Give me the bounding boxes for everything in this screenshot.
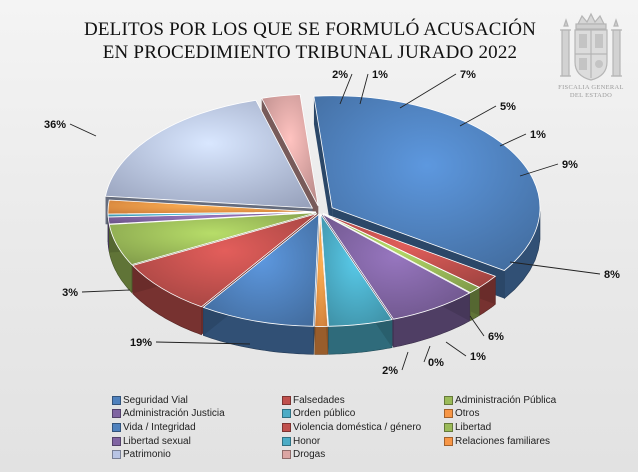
pie-slice-11[interactable] — [107, 199, 317, 215]
data-label-0: 36% — [44, 119, 66, 131]
legend-item-7: Violencia doméstica / género — [282, 421, 444, 434]
legend-label-7: Violencia doméstica / género — [293, 421, 422, 433]
legend-item-13: Drogas — [282, 448, 444, 461]
legend-item-2: Administración Pública — [444, 394, 612, 407]
legend-swatch-10 — [282, 436, 291, 446]
legend-swatch-0 — [112, 395, 121, 405]
legend-label-4: Orden público — [293, 408, 356, 420]
legend-item-6: Vida / Integridad — [112, 421, 282, 434]
legend-swatch-4 — [282, 409, 291, 419]
legend-swatch-2 — [444, 395, 453, 405]
legend-swatch-1 — [282, 395, 291, 405]
chart-title-line-2: EN PROCEDIMIENTO TRIBUNAL JURADO 2022 — [102, 42, 518, 63]
pie-slice-7[interactable] — [131, 213, 318, 308]
leader-line-9 — [445, 341, 467, 357]
coat-of-arms-icon — [560, 12, 622, 81]
legend-item-12: Patrimonio — [112, 448, 282, 461]
legend-swatch-5 — [444, 409, 453, 419]
legend-swatch-7 — [282, 422, 291, 432]
legend-label-1: Falsedades — [293, 394, 345, 406]
legend-swatch-8 — [444, 422, 453, 432]
legend-swatch-9 — [112, 436, 121, 446]
legend-item-9: Libertad sexual — [112, 435, 282, 448]
emblem-caption-line-2: DEL ESTADO — [569, 92, 613, 99]
legend-swatch-12 — [112, 450, 121, 460]
leader-line-13 — [81, 289, 131, 293]
data-label-12: 19% — [130, 337, 152, 349]
data-label-13: 3% — [62, 287, 78, 299]
legend-item-8: Libertad — [444, 421, 612, 434]
legend-label-5: Otros — [455, 408, 480, 420]
data-label-7: 8% — [604, 269, 620, 281]
pie-slice-8[interactable] — [108, 212, 317, 266]
leader-line-7 — [509, 261, 601, 275]
data-label-5: 1% — [530, 129, 546, 141]
data-label-10: 0% — [428, 357, 444, 369]
leader-line-3 — [399, 73, 457, 109]
legend-item-11: Relaciones familiares — [444, 435, 612, 448]
legend-item-0: Seguridad Vial — [112, 394, 282, 407]
data-label-8: 6% — [488, 331, 504, 343]
legend-label-9: Libertad sexual — [123, 435, 191, 447]
legend-item-4: Orden público — [282, 408, 444, 421]
data-label-9: 1% — [470, 351, 486, 363]
legend-swatch-3 — [112, 409, 121, 419]
leader-line-2 — [359, 73, 369, 105]
pie-slice-13[interactable] — [261, 94, 319, 207]
emblem-caption: FISCALIA GENERAL DEL ESTADO — [548, 84, 634, 100]
emblem-caption-line-1: FISCALIA GENERAL — [558, 84, 624, 91]
legend-label-6: Vida / Integridad — [123, 421, 196, 433]
legend-label-12: Patrimonio — [123, 449, 171, 461]
legend-label-13: Drogas — [293, 449, 326, 461]
chart-legend: Seguridad Vial Falsedades Administración P… — [112, 394, 612, 461]
chart-title-line-1: DELITOS POR LOS QUE SE FORMULÓ ACUSACIÓN — [83, 19, 537, 40]
legend-swatch-6 — [112, 422, 121, 432]
data-label-3: 7% — [460, 69, 476, 81]
leader-line-5 — [499, 133, 527, 147]
pie-slice-0[interactable] — [313, 95, 541, 271]
data-label-11: 2% — [382, 365, 398, 377]
pie-slice-12[interactable] — [105, 99, 314, 209]
pie-slice-4[interactable] — [320, 212, 393, 327]
leader-line-6 — [519, 163, 559, 177]
chart-title: DELITOS POR LOS QUE SE FORMULÓ ACUSACIÓN… — [40, 18, 580, 64]
leader-line-4 — [459, 105, 497, 127]
legend-label-8: Libertad — [455, 421, 492, 433]
leader-line-1 — [339, 73, 353, 105]
legend-label-3: Administración Justicia — [123, 408, 225, 420]
leader-line-8 — [469, 315, 485, 337]
pie-slice-3[interactable] — [321, 213, 471, 320]
pie-slice-side-5 — [314, 326, 329, 355]
legend-item-1: Falsedades — [282, 394, 444, 407]
legend-label-11: Relaciones familiares — [455, 435, 551, 447]
legend-label-2: Administración Pública — [455, 394, 557, 406]
leader-line-10 — [423, 345, 431, 363]
leader-line-0 — [69, 123, 97, 137]
legend-item-3: Administración Justicia — [112, 408, 282, 421]
pie-slice-edge-0-0 — [313, 96, 333, 236]
legend-swatch-11 — [444, 436, 453, 446]
data-label-1: 2% — [332, 69, 348, 81]
legend-label-0: Seguridad Vial — [123, 394, 188, 406]
pie-slice-6[interactable] — [202, 213, 320, 327]
legend-item-10: Honor — [282, 435, 444, 448]
data-label-4: 5% — [500, 101, 516, 113]
leader-line-11 — [401, 351, 409, 371]
data-label-6: 9% — [562, 159, 578, 171]
pie-slice-2[interactable] — [322, 213, 481, 294]
pie-slice-5[interactable] — [314, 214, 329, 327]
data-label-2: 1% — [372, 69, 388, 81]
legend-item-5: Otros — [444, 408, 612, 421]
leader-line-12 — [155, 341, 251, 345]
legend-swatch-13 — [282, 450, 291, 460]
legend-label-10: Honor — [293, 435, 321, 447]
